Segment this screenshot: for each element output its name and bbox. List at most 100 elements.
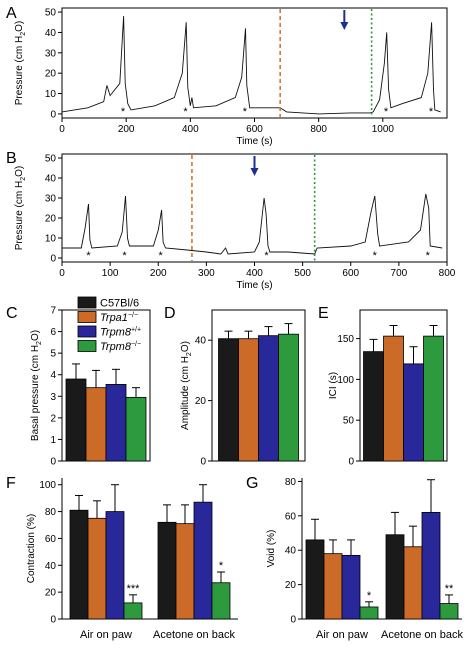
y-tick-label: 0: [200, 457, 206, 468]
y-tick-label: 5: [50, 349, 56, 360]
panel-letter-a: A: [6, 5, 17, 22]
legend-swatch: [77, 340, 97, 352]
x-tick-label: 0: [59, 268, 65, 279]
y-axis-label: Contraction (%): [26, 514, 37, 583]
bar: [359, 606, 379, 620]
bar: [105, 384, 127, 462]
peak-marker: *: [243, 106, 248, 118]
bar: [383, 335, 404, 462]
y-tick-label: 0: [50, 109, 56, 120]
significance-marker: *: [219, 560, 224, 572]
peak-marker: *: [159, 250, 164, 262]
bar: [439, 603, 459, 620]
y-tick-label: 4: [50, 370, 56, 381]
y-tick-label: 20: [285, 580, 297, 591]
y-tick-label: 0: [348, 457, 354, 468]
panel-letter-d: D: [164, 305, 176, 322]
plot-frame: [61, 7, 448, 119]
y-tick-label: 40: [195, 336, 207, 347]
y-axis-label: Void (%): [266, 530, 277, 568]
peak-marker: *: [373, 250, 378, 262]
group-label: Air on paw: [80, 629, 132, 641]
y-tick-label: 150: [337, 334, 354, 345]
x-tick-label: 400: [246, 268, 263, 279]
bar: [363, 351, 384, 462]
x-tick-label: 200: [118, 124, 135, 135]
y-tick-label: 40: [285, 546, 297, 557]
panel-b: 0 100 200 300 400 500 600 700 800 0 10 20 30 40 50 Time…: [14, 153, 456, 291]
x-tick-label: 1000: [372, 124, 395, 135]
x-axis-label: Time (s): [236, 280, 272, 291]
peak-marker: *: [121, 106, 126, 118]
x-tick-label: 0: [59, 124, 65, 135]
panel-letter-g: G: [246, 475, 258, 492]
panel-a: 0 200 400 600 800 1000 0 10 20 30 40 50 Time (s) Pres…: [14, 7, 448, 147]
group-label: Air on paw: [316, 629, 368, 641]
bar: [258, 335, 279, 462]
y-tick-label: 2: [50, 413, 56, 424]
y-axis-label: Pressure (cm H2O): [14, 21, 27, 105]
peak-marker: *: [384, 106, 389, 118]
x-tick-label: 800: [310, 124, 327, 135]
bar: [421, 511, 441, 620]
legend: C57Bl/6 Trpa1−/− Trpm8+/+ Trpm8−/−: [77, 296, 141, 353]
bar: [278, 333, 299, 462]
panel-letters: A B C D E F G: [6, 5, 329, 492]
peak-marker: *: [86, 250, 91, 262]
legend-label: Trpa1−/−: [100, 312, 138, 324]
legend-swatch: [77, 296, 97, 309]
bar: [403, 363, 424, 462]
legend-swatch: [77, 325, 97, 338]
peak-marker: *: [122, 250, 127, 262]
bar: [218, 338, 239, 462]
bar: [385, 534, 405, 620]
bar: [193, 501, 213, 620]
y-tick-label: 100: [337, 375, 354, 386]
stimulus-arrow-head: [340, 22, 349, 30]
legend-swatch: [77, 311, 97, 323]
panel-e: 0 50 100 150 ICI (s): [328, 309, 448, 468]
y-tick-label: 40: [45, 28, 57, 39]
y-tick-label: 10: [45, 89, 57, 100]
peak-marker: *: [429, 106, 434, 118]
panel-letter-f: F: [6, 475, 16, 492]
bar: [423, 335, 444, 462]
y-tick-label: 20: [45, 588, 57, 599]
y-tick-label: 1: [50, 435, 56, 446]
y-tick-label: 40: [45, 561, 57, 572]
x-tick-label: 600: [246, 124, 263, 135]
bar: [238, 338, 259, 462]
panel-letter-e: E: [318, 305, 329, 322]
y-tick-label: 50: [343, 416, 355, 427]
x-tick-label: 200: [150, 268, 167, 279]
bar: [341, 554, 361, 620]
peak-marker: *: [264, 250, 269, 262]
panel-letter-b: B: [6, 150, 17, 167]
bar: [125, 396, 147, 462]
y-tick-label: 80: [285, 477, 297, 488]
bar: [403, 546, 423, 620]
significance-marker: ***: [127, 583, 141, 595]
bar: [87, 517, 107, 620]
panel-letter-c: C: [6, 305, 18, 322]
y-axis-label: Amplitude (cm H2O): [180, 341, 193, 430]
y-tick-label: 0: [290, 615, 296, 626]
y-tick-label: 7: [50, 306, 56, 317]
bar: [65, 378, 87, 462]
bar: [123, 602, 143, 620]
y-tick-label: 0: [50, 457, 56, 468]
y-tick-label: 30: [45, 194, 57, 205]
panel-g: 0 20 40 60 80 Void (%) * Air on paw ** Acetone on…: [266, 477, 463, 641]
y-tick-label: 30: [45, 48, 57, 59]
y-tick-label: 60: [45, 534, 57, 545]
group-label: Acetone on back: [153, 629, 235, 641]
legend-label: Trpm8−/−: [100, 341, 141, 353]
panel-c: 0 1 2 3 4 5 6 7 Basal pressure (cm H2O): [30, 306, 151, 468]
y-axis-label: ICI (s): [328, 372, 339, 399]
bar: [175, 523, 195, 620]
y-tick-label: 20: [45, 69, 57, 80]
group-label: Acetone on back: [381, 629, 463, 641]
